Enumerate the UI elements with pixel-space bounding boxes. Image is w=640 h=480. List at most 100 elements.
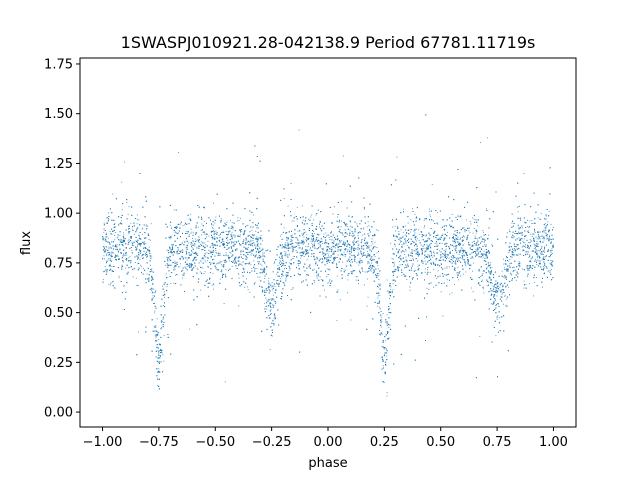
data-point xyxy=(393,272,394,274)
data-point xyxy=(333,252,335,254)
data-point xyxy=(143,257,144,259)
data-point xyxy=(119,234,121,236)
data-point xyxy=(402,250,404,252)
data-point xyxy=(225,273,226,275)
data-point xyxy=(394,270,396,272)
data-point xyxy=(539,252,541,254)
data-point xyxy=(326,263,328,264)
data-point xyxy=(182,225,184,227)
data-point xyxy=(228,260,230,262)
data-point xyxy=(285,280,287,282)
data-point xyxy=(157,385,159,387)
data-point xyxy=(551,268,552,270)
data-point xyxy=(126,202,128,204)
data-point xyxy=(523,173,525,175)
data-point xyxy=(396,276,398,278)
data-point xyxy=(335,263,337,264)
data-point xyxy=(221,271,223,273)
data-point xyxy=(139,259,141,261)
data-point xyxy=(318,243,320,245)
data-point xyxy=(353,244,355,245)
data-point xyxy=(520,253,522,255)
data-point xyxy=(445,248,447,250)
data-point xyxy=(421,272,423,274)
data-point xyxy=(343,251,345,253)
data-point xyxy=(537,232,538,234)
data-point xyxy=(509,272,511,274)
data-point xyxy=(415,240,417,242)
data-point xyxy=(102,238,104,240)
data-point xyxy=(350,260,352,262)
data-point xyxy=(268,283,270,285)
data-point xyxy=(425,248,427,249)
data-point xyxy=(103,231,105,233)
data-point xyxy=(274,312,276,314)
data-point xyxy=(540,236,542,237)
data-point xyxy=(379,334,381,336)
data-point xyxy=(257,250,259,252)
data-point xyxy=(391,258,393,260)
data-point xyxy=(279,258,281,260)
data-point xyxy=(128,238,130,240)
data-point xyxy=(332,251,334,253)
data-point xyxy=(435,258,437,260)
data-point xyxy=(194,245,196,247)
data-point xyxy=(472,257,474,259)
data-point xyxy=(546,244,548,246)
data-point xyxy=(275,288,277,290)
data-point xyxy=(416,243,417,245)
data-point xyxy=(361,246,363,248)
data-point xyxy=(362,271,364,272)
data-point xyxy=(322,247,324,249)
data-point xyxy=(143,253,145,255)
data-point xyxy=(450,244,451,246)
data-point xyxy=(491,267,493,269)
data-point xyxy=(121,181,123,183)
data-point xyxy=(207,267,209,269)
data-point xyxy=(386,395,388,397)
data-point xyxy=(518,226,520,228)
data-point xyxy=(543,231,545,233)
data-point xyxy=(422,260,424,262)
data-point xyxy=(311,242,313,244)
data-point xyxy=(221,265,223,267)
data-point xyxy=(176,261,178,263)
data-point xyxy=(233,243,235,245)
data-point xyxy=(262,254,264,256)
data-point xyxy=(462,273,464,275)
data-point xyxy=(173,252,175,254)
data-point xyxy=(509,263,511,265)
data-point xyxy=(492,296,494,298)
data-point xyxy=(234,260,236,262)
data-point xyxy=(551,250,553,251)
data-point xyxy=(268,299,269,301)
data-point xyxy=(424,268,426,270)
data-point xyxy=(281,254,283,256)
data-point xyxy=(523,287,525,289)
data-point xyxy=(529,283,530,285)
data-point xyxy=(407,222,409,224)
data-point xyxy=(293,220,295,222)
data-point xyxy=(185,247,187,249)
data-point xyxy=(169,238,171,240)
data-point xyxy=(446,266,448,268)
data-point xyxy=(414,229,416,231)
data-point xyxy=(173,209,175,211)
data-point xyxy=(534,232,536,233)
data-point xyxy=(150,255,152,257)
data-point xyxy=(521,268,523,270)
data-point xyxy=(377,230,379,232)
data-point xyxy=(109,258,111,260)
data-point xyxy=(377,261,379,263)
data-point xyxy=(392,289,394,291)
data-point xyxy=(210,232,212,233)
data-point xyxy=(319,226,321,228)
data-point xyxy=(482,288,484,290)
data-point xyxy=(427,261,429,263)
data-point xyxy=(104,258,105,260)
data-point xyxy=(263,303,265,305)
data-point xyxy=(257,239,259,241)
data-point xyxy=(342,261,344,263)
data-point xyxy=(231,255,233,257)
data-point xyxy=(380,326,382,328)
